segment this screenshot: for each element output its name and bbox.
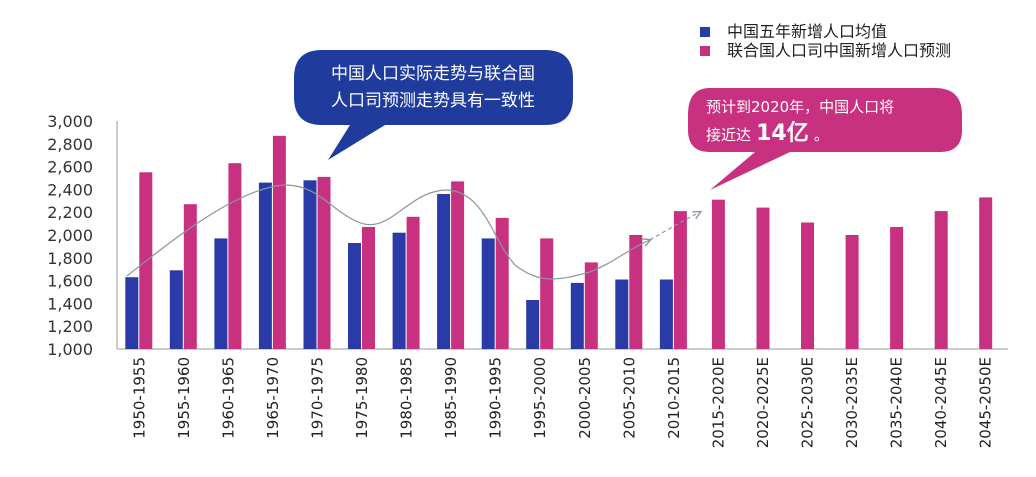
x-tick-label: 2010-2015 (665, 357, 683, 439)
x-tick-label: 2020-2025E (754, 357, 772, 448)
y-tick-label: 1,000 (47, 340, 93, 359)
y-tick-label: 2,400 (47, 180, 93, 199)
bar-projection (540, 238, 554, 349)
annotation-bubble-forecast: 预计到2020年，中国人口将 接近达 14亿 。 (688, 88, 962, 190)
x-tick-label: 2015-2020E (709, 357, 727, 448)
bar-projection (317, 176, 331, 349)
x-tick-label: 2025-2030E (799, 357, 817, 448)
bubble2-line2: 接近达 14亿 。 (706, 121, 829, 146)
x-tick-label: 1955-1960 (175, 357, 193, 439)
bar-actual (169, 270, 183, 349)
bubble2-suffix: 。 (814, 126, 829, 144)
bar-projection (228, 163, 242, 349)
y-axis: 1,000 1,200 1,400 1,600 1,800 2,000 2,200 2,400… (47, 112, 118, 359)
x-tick-label: 2045-2050E (977, 357, 995, 448)
bar-projection (711, 199, 725, 349)
bar-actual (615, 279, 629, 349)
bar-projection (629, 235, 643, 349)
legend-swatch-actual (700, 27, 710, 37)
bar-projection (756, 207, 770, 349)
bar-projection (451, 181, 465, 349)
bubble-shape-blue (294, 50, 573, 160)
y-tick-label: 2,200 (47, 203, 93, 222)
x-tick-label: 1980-1985 (398, 357, 416, 439)
legend: 中国五年新增人口均值 联合国人口司中国新增人口预测 (700, 22, 951, 60)
bars (125, 135, 993, 349)
bar-projection (495, 217, 509, 349)
bar-actual (258, 182, 272, 349)
bar-actual (214, 238, 228, 349)
y-tick-label: 1,400 (47, 294, 93, 313)
x-tick-labels: 1950-1955 1955-1960 1960-1965 1965-1970 1970… (130, 357, 994, 448)
x-tick-label: 1950-1955 (130, 357, 148, 439)
y-tick-label: 1,600 (47, 272, 93, 291)
x-tick-label: 2005-2010 (620, 357, 638, 439)
y-tick-label: 2,800 (47, 135, 93, 154)
x-tick-label: 1970-1975 (308, 357, 326, 439)
x-tick-label: 1990-1995 (487, 357, 505, 439)
bar-projection (406, 216, 420, 349)
bar-projection (845, 235, 859, 349)
y-tick-label: 2,600 (47, 158, 93, 177)
legend-label-projection: 联合国人口司中国新增人口预测 (727, 41, 951, 60)
x-axis: 1950-1955 1955-1960 1960-1965 1965-1970 1970… (117, 348, 1008, 448)
y-tick-label: 2,000 (47, 226, 93, 245)
bar-projection (362, 227, 375, 349)
bar-projection (934, 211, 948, 349)
x-tick-label: 2030-2035E (843, 357, 861, 448)
y-tick-labels: 1,000 1,200 1,400 1,600 1,800 2,000 2,200 2,400… (47, 112, 93, 359)
x-tick-label: 2000-2005 (576, 357, 594, 439)
x-tick-label: 1975-1980 (353, 357, 371, 439)
bar-projection (890, 227, 904, 349)
bar-actual (392, 232, 406, 349)
bubble-shape-magenta (688, 88, 962, 190)
bar-projection (584, 262, 598, 349)
y-tick-label: 3,000 (47, 112, 93, 131)
bar-actual (481, 238, 495, 349)
bubble1-line2: 人口司预测走势具有一致性 (331, 91, 535, 111)
y-tick-label: 1,800 (47, 249, 93, 268)
bar-actual (348, 243, 361, 349)
legend-swatch-projection (700, 46, 710, 56)
x-tick-label: 1985-1990 (442, 357, 460, 439)
bar-projection (801, 222, 814, 349)
bar-actual (303, 180, 317, 349)
x-tick-label: 2035-2040E (888, 357, 906, 448)
trend-curve-projection (649, 212, 700, 241)
bubble2-line1: 预计到2020年，中国人口将 (706, 98, 894, 116)
bar-actual (570, 282, 584, 349)
bar-projection (272, 135, 286, 349)
y-tick-label: 1,200 (47, 317, 93, 336)
bar-projection (673, 211, 687, 349)
x-tick-label: 1965-1970 (264, 357, 282, 439)
x-tick-label: 1960-1965 (219, 357, 237, 439)
bubble2-prefix: 接近达 (706, 126, 751, 144)
x-tick-label: 2040-2045E (932, 357, 950, 448)
x-tick-label: 1995-2000 (531, 357, 549, 439)
bubble1-line1: 中国人口实际走势与联合国 (331, 64, 535, 84)
trend-curve-actual (126, 184, 650, 280)
bar-projection (979, 197, 993, 349)
annotation-bubble-consistency: 中国人口实际走势与联合国 人口司预测走势具有一致性 (294, 50, 573, 160)
bar-actual (437, 194, 451, 349)
bar-projection (183, 204, 197, 349)
bar-actual (125, 277, 139, 349)
bar-actual (659, 279, 673, 349)
bubble2-emphasis: 14亿 (756, 121, 809, 146)
bar-actual (526, 300, 540, 349)
legend-label-actual: 中国五年新增人口均值 (727, 22, 887, 41)
